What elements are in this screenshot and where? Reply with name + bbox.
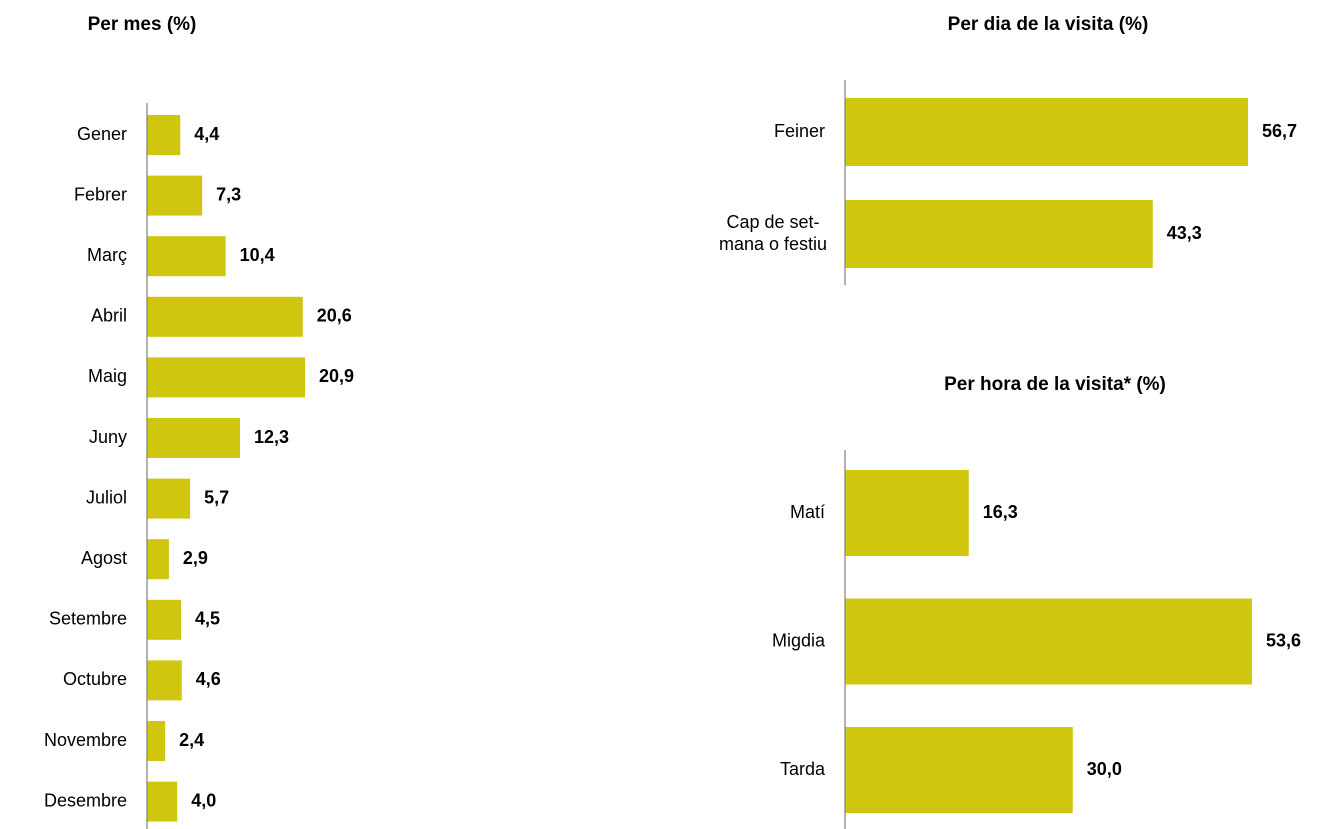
- bar: [147, 660, 182, 701]
- value-label: 4,5: [195, 609, 220, 629]
- bar: [147, 539, 169, 580]
- chart-title: Per dia de la visita (%): [948, 14, 1149, 35]
- category-label: Maig: [88, 366, 127, 386]
- category-label: Migdia: [772, 630, 826, 650]
- value-label: 2,9: [183, 548, 208, 568]
- value-label: 53,6: [1266, 630, 1301, 650]
- category-label: Febrer: [74, 184, 127, 204]
- bar: [845, 98, 1248, 166]
- value-label: 30,0: [1087, 759, 1122, 779]
- bar: [845, 200, 1153, 268]
- bar: [147, 781, 178, 822]
- value-label: 2,4: [179, 730, 204, 750]
- value-label: 20,6: [317, 306, 352, 326]
- bar: [147, 236, 226, 277]
- value-label: 43,3: [1167, 223, 1202, 243]
- bar: [845, 727, 1073, 813]
- value-label: 4,4: [194, 124, 219, 144]
- category-label: Setembre: [49, 609, 127, 629]
- bar: [147, 418, 240, 458]
- value-label: 10,4: [240, 245, 275, 265]
- category-label: Juny: [89, 427, 127, 447]
- category-label: Octubre: [63, 669, 127, 689]
- value-label: 7,3: [216, 184, 241, 204]
- category-label: Agost: [81, 548, 127, 568]
- bar: [147, 599, 182, 640]
- category-label: Març: [87, 245, 127, 265]
- bar: [845, 470, 969, 556]
- category-label: Juliol: [86, 487, 127, 507]
- category-label: Feiner: [774, 121, 825, 141]
- value-label: 20,9: [319, 366, 354, 386]
- bar: [147, 115, 181, 155]
- category-label: Novembre: [44, 730, 127, 750]
- value-label: 4,6: [196, 669, 221, 689]
- value-label: 16,3: [983, 502, 1018, 522]
- value-label: 56,7: [1262, 121, 1297, 141]
- chart-title: Per mes (%): [88, 14, 197, 35]
- value-label: 5,7: [204, 487, 229, 507]
- category-label: Cap de set-mana o festiu: [719, 212, 827, 254]
- value-label: 12,3: [254, 427, 289, 447]
- bar: [147, 478, 191, 519]
- bar: [147, 296, 303, 337]
- value-label: 4,0: [191, 790, 216, 810]
- category-label: Matí: [790, 502, 825, 522]
- chart-title: Per hora de la visita* (%): [944, 374, 1166, 395]
- bar: [845, 598, 1252, 685]
- bar: [147, 175, 203, 216]
- bar: [147, 357, 305, 398]
- category-label: Abril: [91, 306, 127, 326]
- category-label: Desembre: [44, 790, 127, 810]
- bar: [147, 721, 166, 761]
- category-label: Gener: [77, 124, 127, 144]
- category-label: Tarda: [780, 759, 826, 779]
